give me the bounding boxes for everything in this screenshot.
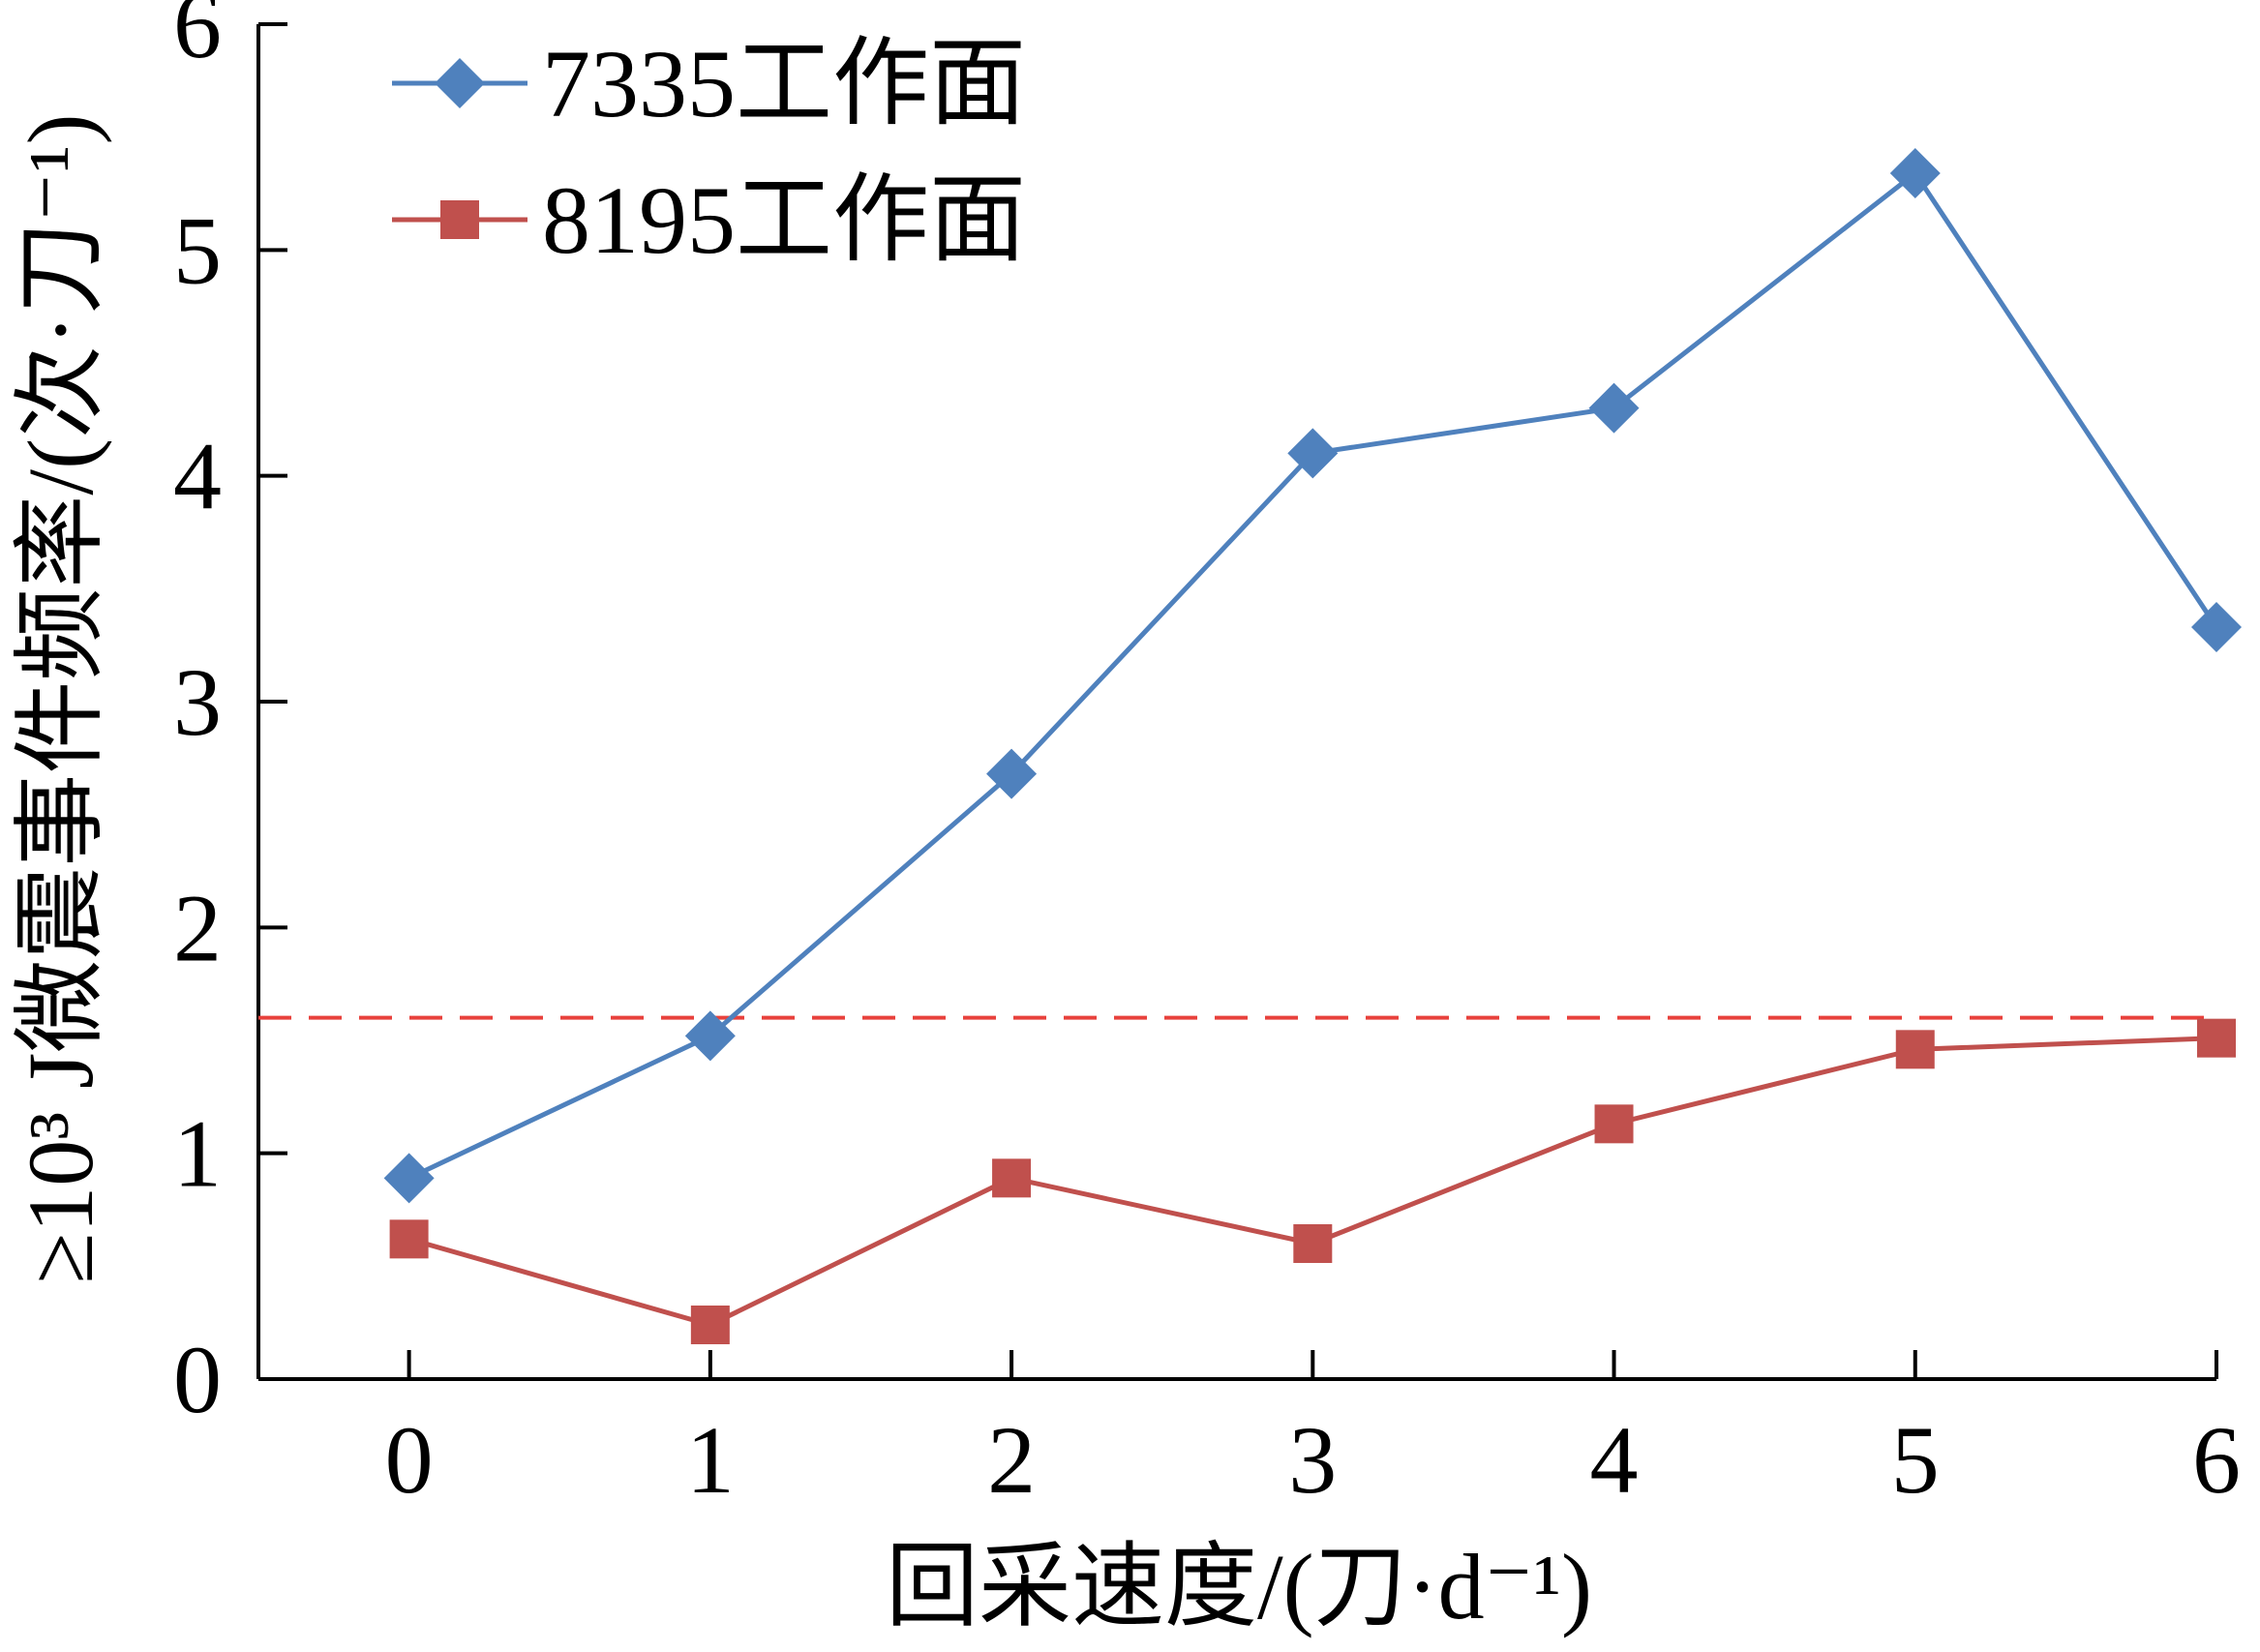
x-tick-label: 6 xyxy=(2192,1406,2241,1514)
legend: 7335工作面 8195工作面 xyxy=(392,30,1026,274)
x-tick-label: 5 xyxy=(1891,1406,1940,1514)
square-marker xyxy=(1594,1104,1634,1144)
legend-label: 8195工作面 xyxy=(542,166,1026,274)
diamond-marker xyxy=(1588,382,1640,434)
legend-label: 7335工作面 xyxy=(542,30,1026,137)
square-marker xyxy=(992,1158,1032,1198)
diamond-marker xyxy=(1287,428,1339,479)
diamond-marker xyxy=(986,748,1038,799)
axis-titles: 回采速度/(刀·d⁻¹) ≥10³ J微震事件频率/(次·刀⁻¹) xyxy=(9,114,1592,1638)
series-line xyxy=(407,169,2219,1181)
y-tick-label: 6 xyxy=(173,0,222,78)
series-group xyxy=(383,148,2242,1344)
axes: 0 1 2 3 4 5 6 0 1 2 3 4 5 6 xyxy=(173,0,2241,1514)
y-tick-label: 5 xyxy=(173,196,222,304)
diamond-marker xyxy=(1889,148,1941,198)
series-2 xyxy=(389,1018,2236,1344)
y-axis-title: ≥10³ J微震事件频率/(次·刀⁻¹) xyxy=(9,114,112,1284)
y-tick-label: 1 xyxy=(173,1100,222,1208)
series-line xyxy=(407,1036,2217,1328)
x-tick-label: 4 xyxy=(1590,1406,1639,1514)
square-marker xyxy=(690,1306,730,1344)
x-tick-label: 1 xyxy=(686,1406,735,1514)
diamond-marker xyxy=(2191,602,2242,652)
square-marker xyxy=(440,200,479,239)
legend-item: 7335工作面 xyxy=(392,30,1026,137)
diamond-marker xyxy=(383,1153,435,1204)
square-marker xyxy=(2197,1018,2236,1058)
x-tick-label: 2 xyxy=(987,1406,1036,1514)
legend-item: 8195工作面 xyxy=(392,166,1026,274)
x-tick-label: 3 xyxy=(1288,1406,1337,1514)
x-tick-label: 0 xyxy=(385,1406,434,1514)
series-1 xyxy=(383,148,2242,1204)
y-tick-label: 2 xyxy=(173,874,222,981)
diamond-marker xyxy=(684,1010,736,1062)
x-axis-title: 回采速度/(刀·d⁻¹) xyxy=(886,1535,1592,1638)
y-tick-label: 0 xyxy=(173,1326,222,1433)
y-tick-label: 3 xyxy=(173,648,222,756)
y-tick-label: 4 xyxy=(173,423,222,530)
square-marker xyxy=(389,1219,429,1259)
diamond-marker xyxy=(435,58,485,108)
square-marker xyxy=(1293,1224,1333,1263)
square-marker xyxy=(1895,1030,1935,1069)
